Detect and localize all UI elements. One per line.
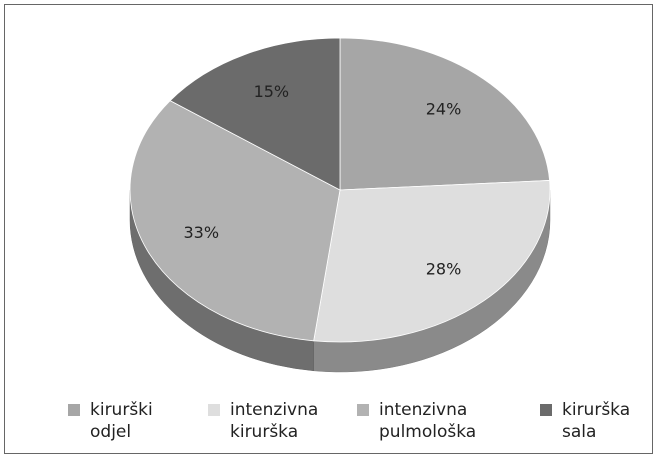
slice (169, 37, 341, 191)
data-label: 24% (426, 100, 462, 119)
legend-swatch (68, 404, 80, 416)
legend-item: kirurški odjel (68, 399, 190, 443)
legend-label: intenzivna kirurška (230, 400, 319, 442)
slice (129, 100, 341, 342)
slice (313, 180, 551, 343)
legend-item: intenzivna kirurška (208, 399, 330, 443)
legend-swatch (208, 404, 220, 416)
data-label: 15% (254, 82, 290, 101)
chart-frame (4, 4, 653, 454)
legend-item: intenzivna pulmološka (357, 399, 479, 443)
data-label: 28% (426, 259, 462, 278)
data-label: 33% (183, 223, 219, 242)
legend-swatch (357, 404, 369, 416)
legend-item: kirurška sala (540, 399, 659, 443)
slice (339, 37, 551, 191)
legend-swatch (540, 404, 552, 416)
legend-label: kirurški odjel (90, 400, 153, 442)
legend-label: intenzivna pulmološka (379, 400, 477, 442)
legend-label: kirurška sala (562, 400, 631, 442)
